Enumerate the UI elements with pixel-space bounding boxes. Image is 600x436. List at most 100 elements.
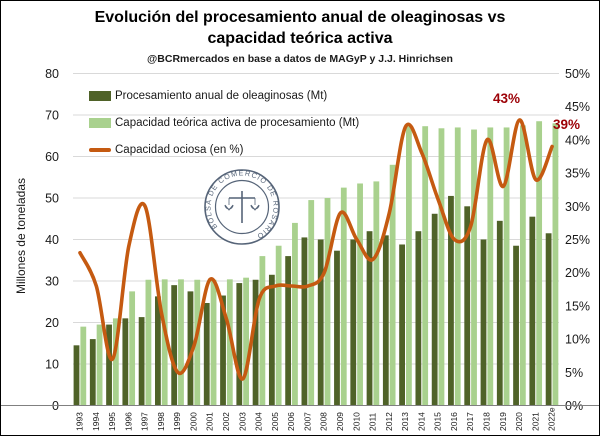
bar-procesamiento-2012 <box>382 235 389 406</box>
x-axis-label-2014: 2014 <box>416 412 426 431</box>
bar-capacidad-2015 <box>438 128 445 406</box>
bar-procesamiento-2017 <box>464 206 471 406</box>
x-axis-label-2016: 2016 <box>449 412 459 431</box>
chart-title-line2: capacidad teórica activa <box>207 30 393 47</box>
x-axis-label-1994: 1994 <box>91 412 101 431</box>
bar-procesamiento-2016 <box>448 195 454 406</box>
bar-procesamiento-2008 <box>317 239 324 406</box>
line-swatch-icon <box>89 148 111 152</box>
bar-procesamiento-2013 <box>399 244 405 406</box>
bar-capacidad-2012 <box>389 164 396 406</box>
x-axis-label-1999: 1999 <box>172 412 182 431</box>
bar-capacidad-2019 <box>503 127 510 406</box>
left-axis-tick: 60 <box>45 150 59 164</box>
x-axis-label-2022e: 2022e <box>547 407 557 431</box>
bar-procesamiento-2004 <box>252 279 259 406</box>
chart-title-line1: Evolución del procesamiento anual de ole… <box>94 9 506 26</box>
x-axis-label-1998: 1998 <box>156 412 166 431</box>
bar-capacidad-2020 <box>519 125 526 406</box>
bar-capacidad-2016 <box>454 127 461 406</box>
legend-item-ociosa: Capacidad ociosa (en %) <box>89 143 359 157</box>
x-axis-label-2019: 2019 <box>498 412 508 431</box>
bar-capacidad-2000 <box>194 279 201 406</box>
x-axis-label-2009: 2009 <box>335 412 345 431</box>
bar-capacidad-2022e <box>552 123 559 406</box>
point-label-39pct: 39% <box>553 117 581 132</box>
bar-procesamiento-1993 <box>73 345 80 406</box>
bar-capacidad-2010 <box>357 183 363 406</box>
bar-procesamiento-2010 <box>350 239 357 406</box>
x-axis-label-1996: 1996 <box>123 412 133 431</box>
right-axis-tick: 10% <box>565 333 590 347</box>
left-axis-tick: 10 <box>45 358 59 372</box>
light-bar-swatch-icon <box>89 118 111 128</box>
x-axis-label-2008: 2008 <box>319 412 329 431</box>
x-axis-label-2003: 2003 <box>237 412 247 431</box>
legend-label: Procesamiento anual de oleaginosas (Mt) <box>115 90 328 102</box>
x-axis-label-2017: 2017 <box>465 412 475 431</box>
bar-procesamiento-2021 <box>529 216 536 406</box>
bar-capacidad-1993 <box>80 326 87 406</box>
left-axis-tick: 80 <box>45 67 59 81</box>
legend-item-procesamiento: Procesamiento anual de oleaginosas (Mt) <box>89 89 359 103</box>
x-axis-label-2006: 2006 <box>286 412 296 431</box>
bar-procesamiento-2003 <box>236 283 243 406</box>
right-axis-tick: 50% <box>565 67 590 81</box>
bar-capacidad-2007 <box>308 200 315 406</box>
bar-procesamiento-2001 <box>203 302 210 406</box>
bar-procesamiento-2006 <box>285 256 292 406</box>
left-axis-tick: 70 <box>45 109 59 123</box>
bar-capacidad-2013 <box>406 126 412 406</box>
bar-procesamiento-2022e <box>545 233 552 406</box>
bar-capacidad-1997 <box>145 279 152 406</box>
right-axis-tick: 5% <box>565 366 583 380</box>
right-axis-tick: 20% <box>565 266 590 280</box>
bar-capacidad-2006 <box>292 222 298 406</box>
left-axis-tick: 40 <box>45 233 59 247</box>
chart-title: Evolución del procesamiento anual de ole… <box>1 7 599 49</box>
bar-capacidad-2021 <box>536 121 543 406</box>
right-axis-tick: 45% <box>565 100 590 114</box>
right-axis-tick: 25% <box>565 233 590 247</box>
bar-capacidad-1998 <box>161 279 168 406</box>
right-axis-tick: 15% <box>565 299 590 313</box>
bar-procesamiento-2009 <box>334 250 340 406</box>
bcr-seal-part <box>214 179 270 235</box>
x-axis-label-2007: 2007 <box>302 412 312 431</box>
bar-procesamiento-2020 <box>513 245 519 406</box>
bar-procesamiento-2000 <box>187 291 194 406</box>
bar-capacidad-2011 <box>373 181 380 406</box>
left-axis-tick: 30 <box>45 275 59 289</box>
bar-capacidad-2003 <box>243 277 249 406</box>
bar-capacidad-1999 <box>178 279 184 406</box>
bar-procesamiento-2015 <box>431 213 438 406</box>
bar-procesamiento-2014 <box>415 231 422 406</box>
x-axis-label-1995: 1995 <box>107 412 117 431</box>
bcr-seal-part <box>224 204 260 211</box>
x-axis-label-2010: 2010 <box>351 412 361 431</box>
x-axis-label-2001: 2001 <box>205 412 215 431</box>
bar-procesamiento-1995 <box>106 324 112 406</box>
x-axis-label-2002: 2002 <box>221 412 231 431</box>
point-label-43pct: 43% <box>493 91 521 106</box>
bar-capacidad-2008 <box>324 198 331 406</box>
bar-capacidad-2014 <box>422 126 429 406</box>
bar-procesamiento-1998 <box>155 296 161 406</box>
legend-label: Capacidad teórica activa de procesamient… <box>115 117 360 129</box>
bar-procesamiento-2007 <box>301 237 308 406</box>
bar-capacidad-2004 <box>259 256 266 406</box>
right-axis-tick: 30% <box>565 200 590 214</box>
bar-capacidad-2005 <box>275 245 282 406</box>
legend-label: Capacidad ociosa (en %) <box>115 144 244 156</box>
x-axis-label-1997: 1997 <box>140 412 150 431</box>
bar-capacidad-1995 <box>112 318 119 406</box>
dark-bar-swatch-icon <box>89 91 111 101</box>
x-axis-label-2013: 2013 <box>400 412 410 431</box>
bar-capacidad-2017 <box>471 129 477 406</box>
bar-procesamiento-1999 <box>171 285 178 406</box>
chart-subtitle: @BCRmercados en base a datos de MAGyP y … <box>147 53 453 65</box>
capacidad-ociosa-line <box>78 118 554 381</box>
x-axis-label-2015: 2015 <box>433 412 443 431</box>
x-axis-label-2020: 2020 <box>514 412 524 431</box>
bar-capacidad-2001 <box>210 279 217 406</box>
